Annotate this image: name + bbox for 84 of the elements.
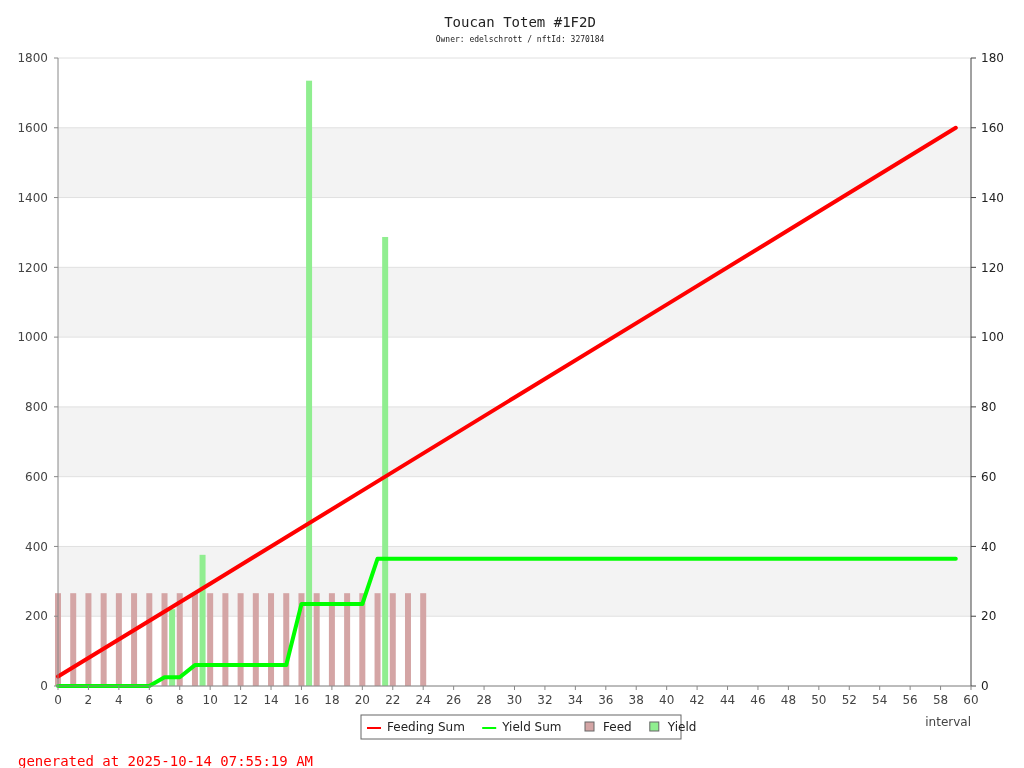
y-tick-label: 0	[40, 679, 48, 694]
x-tick-label: 28	[476, 693, 492, 707]
x-tick-label: 30	[506, 693, 523, 707]
x-tick-label: 54	[872, 693, 888, 707]
y2-tick-label: 40	[981, 539, 997, 554]
y-tick-label: 1000	[17, 330, 48, 345]
x-tick-label: 60	[963, 693, 979, 707]
x-axis-title: interval	[925, 715, 971, 729]
x-tick-label: 16	[293, 693, 310, 707]
bar	[131, 593, 138, 686]
y2-tick-label: 140	[981, 190, 1004, 205]
x-tick-label: 2	[84, 693, 93, 707]
bar	[389, 593, 396, 686]
x-tick-label: 8	[175, 693, 184, 707]
x-tick-label: 56	[902, 693, 918, 707]
x-tick-label: 38	[628, 693, 644, 707]
x-tick-label: 4	[115, 693, 123, 707]
bar	[237, 593, 244, 686]
bar	[306, 80, 313, 686]
y-tick-label: 400	[25, 539, 48, 554]
y2-tick-label: 20	[981, 609, 997, 624]
x-tick-label: 32	[537, 693, 553, 707]
chart-subtitle: Owner: edelschrott / nftId: 3270184	[435, 35, 605, 44]
line-series	[56, 125, 958, 679]
x-tick-label: 46	[750, 693, 766, 707]
x-tick-label: 44	[719, 693, 736, 707]
y-tick-label: 800	[25, 400, 48, 415]
legend-label: Yield Sum	[501, 720, 562, 734]
x-tick-label: 0	[54, 693, 62, 707]
bar	[199, 554, 206, 686]
y-tick-label: 600	[25, 469, 48, 484]
legend-label: Yield	[666, 720, 697, 734]
chart-title: Toucan Totem #1F2D	[444, 14, 596, 30]
x-tick-label: 48	[780, 693, 797, 707]
bar	[207, 593, 214, 686]
x-tick-label: 20	[354, 693, 370, 707]
x-tick-label: 22	[385, 693, 401, 707]
bar	[70, 593, 77, 686]
y2-tick-label: 80	[981, 400, 997, 415]
bar	[404, 593, 411, 686]
bar	[374, 593, 381, 686]
bar	[313, 593, 320, 686]
x-tick-label: 14	[263, 693, 279, 707]
bar	[268, 593, 275, 686]
y2-tick-label: 180	[981, 51, 1004, 66]
bar	[420, 593, 427, 686]
bar	[115, 593, 122, 686]
bar	[252, 593, 259, 686]
x-tick-label: 24	[415, 693, 431, 707]
x-tick-label: 52	[841, 693, 857, 707]
x-tick-label: 58	[932, 693, 949, 707]
bar	[328, 593, 335, 686]
bar	[169, 609, 176, 686]
y2-tick-label: 120	[981, 260, 1004, 275]
line-series	[56, 556, 958, 688]
y2-tick-label: 160	[981, 120, 1004, 135]
x-tick-label: 34	[567, 693, 584, 707]
y2-tick-label: 60	[981, 469, 997, 484]
bar	[359, 593, 366, 686]
y-tick-label: 1800	[17, 51, 48, 66]
x-tick-label: 26	[445, 693, 462, 707]
x-tick-label: 40	[659, 693, 675, 707]
x-tick-label: 18	[324, 693, 340, 707]
bar	[222, 593, 229, 686]
x-tick-label: 36	[598, 693, 614, 707]
legend-label: Feed	[603, 720, 632, 734]
bar	[382, 236, 389, 686]
y2-tick-label: 100	[981, 330, 1004, 345]
y-tick-label: 1400	[17, 190, 48, 205]
bar	[191, 593, 198, 686]
bar	[100, 593, 107, 686]
x-tick-label: 42	[689, 693, 705, 707]
y2-tick-label: 0	[981, 679, 989, 694]
x-tick-label: 10	[202, 693, 218, 707]
legend-label: Feeding Sum	[387, 720, 465, 734]
y-tick-label: 1600	[17, 120, 48, 135]
y-tick-label: 1200	[17, 260, 48, 275]
x-tick-label: 50	[811, 693, 827, 707]
bar	[146, 593, 153, 686]
bar	[344, 593, 351, 686]
x-tick-label: 6	[145, 693, 154, 707]
y-tick-label: 200	[25, 609, 48, 624]
x-tick-label: 12	[232, 693, 249, 707]
bar	[85, 593, 92, 686]
